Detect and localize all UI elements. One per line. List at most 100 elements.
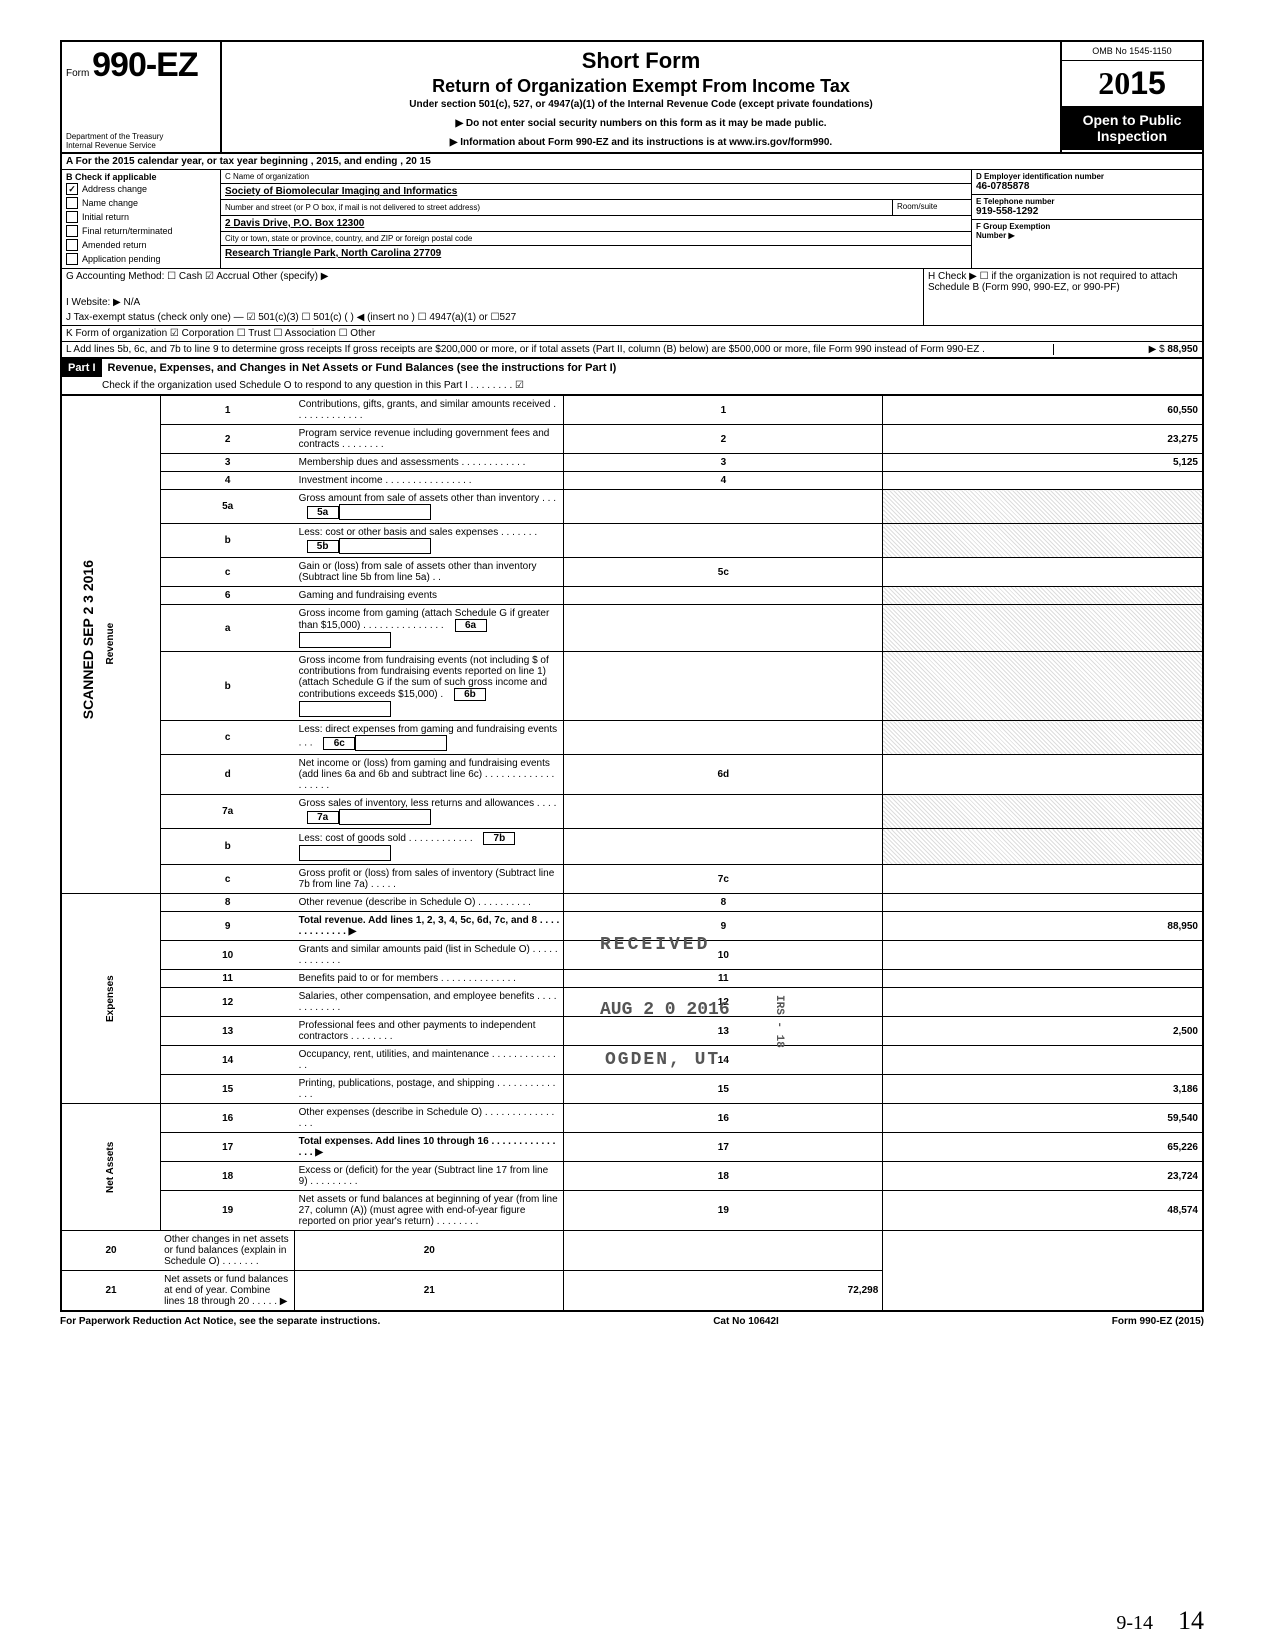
line-8: Expenses8Other revenue (describe in Sche… xyxy=(61,894,1203,912)
line-box: 10 xyxy=(564,941,883,970)
section-net assets: Net Assets xyxy=(61,1104,160,1231)
line-box: 6d xyxy=(564,755,883,795)
line-box: 4 xyxy=(564,472,883,490)
addr-label: Number and street (or P O box, if mail i… xyxy=(225,203,480,212)
line-amt: 48,574 xyxy=(883,1191,1203,1231)
line-box: 2 xyxy=(564,425,883,454)
line-b: bLess: cost or other basis and sales exp… xyxy=(61,524,1203,558)
line-box: 19 xyxy=(564,1191,883,1231)
line-4: 4Investment income . . . . . . . . . . .… xyxy=(61,472,1203,490)
dept: Department of the Treasury Internal Reve… xyxy=(66,132,216,150)
line-num: a xyxy=(160,605,295,652)
checkbox-address-change[interactable]: ✓Address change xyxy=(66,182,216,196)
checkbox-name-change[interactable]: Name change xyxy=(66,196,216,210)
line-desc: Printing, publications, postage, and shi… xyxy=(295,1075,564,1104)
line-amt xyxy=(883,755,1203,795)
line-desc: Gross amount from sale of assets other t… xyxy=(295,490,564,524)
line-box: 21 xyxy=(295,1271,564,1312)
line-17: 17Total expenses. Add lines 10 through 1… xyxy=(61,1133,1203,1162)
c-name-label: C Name of organization xyxy=(225,172,309,181)
line-box: 12 xyxy=(564,988,883,1017)
line-desc: Membership dues and assessments . . . . … xyxy=(295,454,564,472)
line-amt: 2,500 xyxy=(883,1017,1203,1046)
line-desc: Less: cost or other basis and sales expe… xyxy=(295,524,564,558)
line-9: 9Total revenue. Add lines 1, 2, 3, 4, 5c… xyxy=(61,912,1203,941)
line-num: 5a xyxy=(160,490,295,524)
line-2: 2Program service revenue including gover… xyxy=(61,425,1203,454)
line-box: 18 xyxy=(564,1162,883,1191)
form-header: Form 990-EZ Department of the Treasury I… xyxy=(60,40,1204,152)
line-11: 11Benefits paid to or for members . . . … xyxy=(61,970,1203,988)
checkbox-initial-return[interactable]: Initial return xyxy=(66,210,216,224)
line-amt xyxy=(883,558,1203,587)
f-label2: Number ▶ xyxy=(976,231,1198,240)
line-num: 13 xyxy=(160,1017,295,1046)
footer-right: Form 990-EZ (2015) xyxy=(1112,1316,1204,1327)
line-7a: 7aGross sales of inventory, less returns… xyxy=(61,795,1203,829)
line-box: 11 xyxy=(564,970,883,988)
line-14: 14Occupancy, rent, utilities, and mainte… xyxy=(61,1046,1203,1075)
line-d: dNet income or (loss) from gaming and fu… xyxy=(61,755,1203,795)
line-num: 17 xyxy=(160,1133,295,1162)
line-amt: 59,540 xyxy=(883,1104,1203,1133)
line-desc: Salaries, other compensation, and employ… xyxy=(295,988,564,1017)
line-amt xyxy=(883,865,1203,894)
checkbox-amended-return[interactable]: Amended return xyxy=(66,238,216,252)
form-number: 990-EZ xyxy=(92,46,198,84)
section-expenses: Expenses xyxy=(61,894,160,1104)
line-num: 14 xyxy=(160,1046,295,1075)
line-num: c xyxy=(160,558,295,587)
line-desc: Gaming and fundraising events xyxy=(295,587,564,605)
line-desc: Gross profit or (loss) from sales of inv… xyxy=(295,865,564,894)
line-19: 19Net assets or fund balances at beginni… xyxy=(61,1191,1203,1231)
line-10: 10Grants and similar amounts paid (list … xyxy=(61,941,1203,970)
line-num: 16 xyxy=(160,1104,295,1133)
line-num: b xyxy=(160,652,295,721)
phone: 919-558-1292 xyxy=(976,206,1198,217)
line-amt: 72,298 xyxy=(564,1271,883,1312)
line-num: 10 xyxy=(160,941,295,970)
line-num: c xyxy=(160,865,295,894)
line-box: 13 xyxy=(564,1017,883,1046)
city: Research Triangle Park, North Carolina 2… xyxy=(225,248,441,259)
line-amt: 3,186 xyxy=(883,1075,1203,1104)
row-g: G Accounting Method: ☐ Cash ☑ Accrual Ot… xyxy=(60,268,1204,295)
checkbox-final-return-terminated[interactable]: Final return/terminated xyxy=(66,224,216,238)
line-15: 15Printing, publications, postage, and s… xyxy=(61,1075,1203,1104)
note1: ▶ Do not enter social security numbers o… xyxy=(226,118,1056,129)
box-c: C Name of organization Society of Biomol… xyxy=(221,170,972,268)
line-box: 1 xyxy=(564,395,883,425)
line-amt: 23,275 xyxy=(883,425,1203,454)
d-label: D Employer identification number xyxy=(976,172,1198,181)
row-l: L Add lines 5b, 6c, and 7b to line 9 to … xyxy=(60,341,1204,357)
j-text: J Tax-exempt status (check only one) — ☑… xyxy=(62,310,923,325)
line-num: b xyxy=(160,524,295,558)
line-21: 21Net assets or fund balances at end of … xyxy=(61,1271,1203,1312)
line-3: 3Membership dues and assessments . . . .… xyxy=(61,454,1203,472)
line-num: b xyxy=(160,829,295,865)
line-b: bGross income from fundraising events (n… xyxy=(61,652,1203,721)
line-20: 20Other changes in net assets or fund ba… xyxy=(61,1231,1203,1271)
line-num: 4 xyxy=(160,472,295,490)
line-desc: Gross sales of inventory, less returns a… xyxy=(295,795,564,829)
header-mid: Short Form Return of Organization Exempt… xyxy=(222,42,1060,152)
section-bcdef: B Check if applicable ✓Address changeNam… xyxy=(60,169,1204,268)
part1-label: Part I xyxy=(62,359,102,377)
line-desc: Program service revenue including govern… xyxy=(295,425,564,454)
subtitle: Return of Organization Exempt From Incom… xyxy=(226,76,1056,97)
line-desc: Professional fees and other payments to … xyxy=(295,1017,564,1046)
line-desc: Gross income from fundraising events (no… xyxy=(295,652,564,721)
line-c: cGain or (loss) from sale of assets othe… xyxy=(61,558,1203,587)
checkbox-application-pending[interactable]: Application pending xyxy=(66,252,216,266)
line-a: aGross income from gaming (attach Schedu… xyxy=(61,605,1203,652)
line-num: 20 xyxy=(61,1231,160,1271)
line-12: 12Salaries, other compensation, and empl… xyxy=(61,988,1203,1017)
line-1: Revenue1Contributions, gifts, grants, an… xyxy=(61,395,1203,425)
line-amt xyxy=(883,941,1203,970)
line-amt: 88,950 xyxy=(883,912,1203,941)
year: 2015 xyxy=(1062,61,1202,106)
line-num: 9 xyxy=(160,912,295,941)
row-j: J Tax-exempt status (check only one) — ☑… xyxy=(60,310,1204,325)
line-num: 19 xyxy=(160,1191,295,1231)
line-desc: Investment income . . . . . . . . . . . … xyxy=(295,472,564,490)
